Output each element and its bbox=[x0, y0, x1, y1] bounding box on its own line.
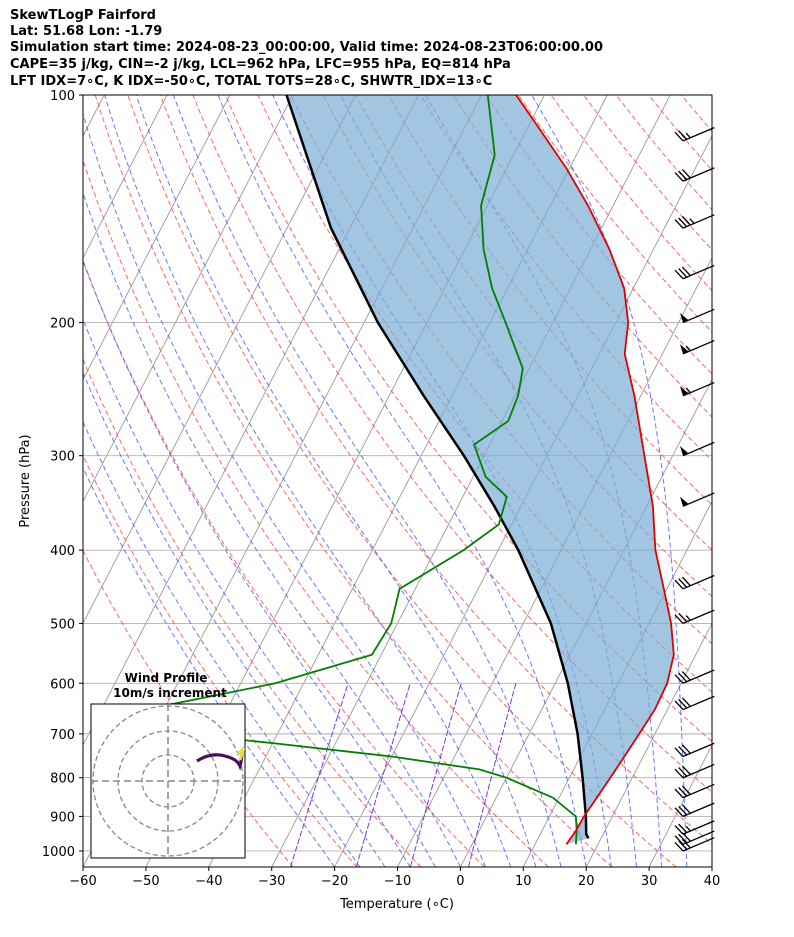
moist-adiabat bbox=[83, 318, 411, 867]
y-tick-label: 400 bbox=[50, 544, 75, 559]
mixing-ratio-line bbox=[468, 683, 517, 867]
title-indices-1: CAPE=35 j/kg, CIN=-2 j/kg, LCL=962 hPa, … bbox=[10, 57, 511, 72]
x-tick-label: 40 bbox=[704, 874, 721, 889]
wind-barb bbox=[674, 127, 715, 142]
y-tick-label: 300 bbox=[50, 450, 75, 465]
wind-barb bbox=[674, 820, 715, 835]
wind-barbs bbox=[674, 127, 715, 852]
title-indices-2: LFT IDX=7∘C, K IDX=-50∘C, TOTAL TOTS=28∘… bbox=[10, 74, 493, 89]
title-latlon: Lat: 51.68 Lon: -1.79 bbox=[10, 24, 163, 39]
isotherm-line bbox=[83, 95, 357, 625]
title-times: Simulation start time: 2024-08-23_00:00:… bbox=[10, 40, 603, 55]
x-tick-label: 20 bbox=[578, 874, 595, 889]
x-tick-label: −60 bbox=[69, 874, 96, 889]
dewpoint-line bbox=[143, 95, 578, 845]
wind-barb bbox=[674, 742, 715, 758]
wind-barb bbox=[680, 492, 715, 507]
inset-subtitle: 10m/s increment bbox=[113, 686, 227, 700]
moist-adiabat bbox=[83, 466, 336, 867]
wind-barb bbox=[674, 264, 715, 280]
mixing-ratio-line bbox=[290, 683, 349, 867]
y-tick-label: 600 bbox=[50, 677, 75, 692]
wind-barb bbox=[680, 381, 715, 397]
y-tick-label: 500 bbox=[50, 617, 75, 632]
mixing-ratio-line bbox=[409, 683, 462, 867]
dry-adiabat bbox=[83, 454, 358, 867]
x-tick-label: 0 bbox=[456, 874, 464, 889]
isotherm-line bbox=[711, 865, 712, 867]
title-station: SkewTLogP Fairford bbox=[10, 8, 156, 23]
wind-barb bbox=[680, 308, 715, 324]
x-tick-label: −50 bbox=[132, 874, 159, 889]
x-tick-label: −10 bbox=[384, 874, 411, 889]
dry-adiabat bbox=[83, 260, 485, 867]
moist-adiabat bbox=[83, 259, 436, 867]
dry-adiabat bbox=[257, 95, 712, 693]
wind-barb bbox=[674, 669, 715, 684]
moist-adiabat bbox=[83, 371, 386, 867]
moist-adiabat bbox=[172, 95, 562, 867]
hodograph-trace-top bbox=[236, 746, 245, 761]
x-tick-label: 30 bbox=[641, 874, 658, 889]
inset-title: Wind Profile bbox=[125, 671, 208, 685]
wind-barb bbox=[674, 609, 715, 625]
x-axis-label: Temperature (∘C) bbox=[339, 897, 454, 912]
temperature-line bbox=[515, 95, 675, 845]
moist-adiabat bbox=[83, 420, 361, 867]
plot-area bbox=[83, 95, 712, 867]
isotherm-line bbox=[83, 95, 105, 137]
moist-adiabat bbox=[83, 112, 487, 867]
moist-adiabat bbox=[217, 95, 587, 867]
isotherm-line bbox=[83, 95, 294, 503]
dry-adiabat bbox=[83, 158, 549, 867]
isotherm-line bbox=[648, 744, 712, 867]
mixing-ratio-line bbox=[355, 683, 411, 867]
y-tick-label: 800 bbox=[50, 772, 75, 787]
wind-profile-inset: Wind Profile 10m/s increment bbox=[90, 671, 246, 859]
y-tick-label: 1000 bbox=[42, 845, 75, 860]
dry-adiabat bbox=[83, 549, 294, 867]
wind-barb bbox=[674, 783, 715, 799]
wind-barb bbox=[674, 830, 715, 845]
wind-barb bbox=[674, 695, 715, 711]
isotherm-line bbox=[585, 622, 712, 867]
x-tick-label: −20 bbox=[321, 874, 348, 889]
moist-adiabat bbox=[135, 95, 537, 867]
isotherm-line bbox=[83, 95, 420, 747]
wind-barb bbox=[674, 802, 715, 817]
wind-barb bbox=[674, 763, 715, 779]
x-tick-label: 10 bbox=[515, 874, 532, 889]
cape-area bbox=[286, 95, 674, 845]
y-axis-label: Pressure (hPa) bbox=[18, 434, 33, 527]
isotherm-line bbox=[459, 378, 712, 867]
x-tick-label: −40 bbox=[195, 874, 222, 889]
wind-barb bbox=[674, 574, 715, 590]
wind-barb bbox=[674, 214, 715, 229]
y-tick-label: 700 bbox=[50, 728, 75, 743]
dry-adiabat bbox=[127, 95, 677, 867]
parcel-profile-line bbox=[285, 95, 590, 839]
dry-adiabat bbox=[452, 95, 712, 418]
axis-ticks: −60 −50 −40 −30 −20 −10 0 10 20 30 40 1000 900 800 700… bbox=[42, 89, 720, 889]
dry-adiabat bbox=[159, 95, 712, 845]
wind-barb bbox=[680, 441, 715, 457]
x-tick-label: −30 bbox=[258, 874, 285, 889]
wind-barb bbox=[674, 167, 715, 182]
dry-adiabat bbox=[648, 95, 712, 171]
y-tick-label: 100 bbox=[50, 89, 75, 104]
dry-adiabat bbox=[83, 358, 422, 867]
wind-barb bbox=[680, 339, 715, 355]
y-tick-label: 200 bbox=[50, 317, 75, 332]
dry-adiabat bbox=[680, 95, 712, 133]
y-tick-label: 900 bbox=[50, 810, 75, 825]
moist-adiabat bbox=[83, 191, 461, 867]
moist-adiabat bbox=[104, 95, 512, 867]
